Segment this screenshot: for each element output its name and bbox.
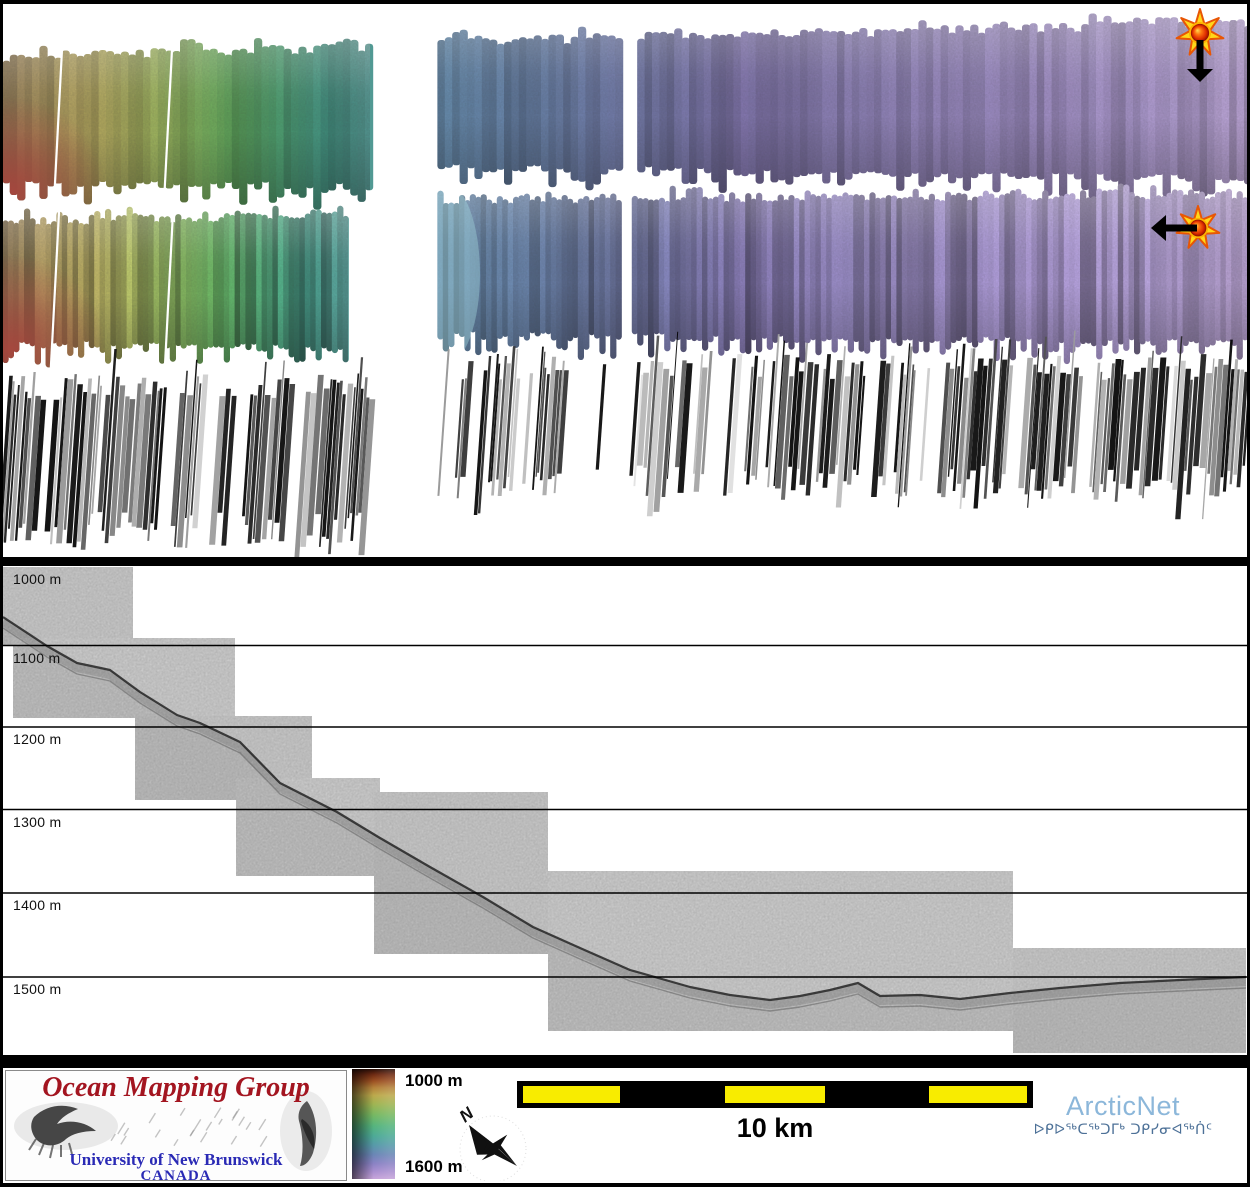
depth-gridlines: [3, 644, 1247, 978]
depth-label-1500: 1500 m: [13, 981, 62, 997]
colorbar-label-top: 1000 m: [405, 1071, 463, 1090]
compass-dotted-circle: [459, 1115, 527, 1181]
eagle-left-icon: [31, 1105, 96, 1146]
scale-bar-segment: [929, 1086, 1027, 1103]
backscatter-swath-left: [3, 349, 376, 557]
bathymetry-map-svg: [3, 8, 1247, 557]
arcticnet-name: ArcticNet: [1065, 1091, 1181, 1121]
arrow-left-icon: [1151, 215, 1197, 241]
depth-label-1000: 1000 m: [13, 571, 62, 587]
bathymetry-swath-left-middle: [3, 205, 349, 368]
footer-legend-bar: Ocean Mapping Group University of New Br…: [3, 1068, 1247, 1183]
depth-label-1100: 1100 m: [13, 650, 61, 666]
depth-colorbar: [352, 1069, 395, 1179]
scale-bar-label: 10 km: [736, 1113, 814, 1143]
omg-title: Ocean Mapping Group: [42, 1072, 310, 1103]
arcticnet-logo: ArcticNet ᐅᑭᐅᖅᑕᖅᑐᒥᒃ ᑐᑭᓯᓂᐊᖅᑏᑦ: [998, 1091, 1248, 1139]
colorbar-label-bottom: 1600 m: [405, 1157, 463, 1176]
bathymetry-swath-left-top: [3, 38, 374, 210]
depth-label-1400: 1400 m: [13, 897, 62, 913]
scale-bar-segment: [523, 1086, 620, 1103]
subbottom-profile-svg: [3, 567, 1247, 1053]
bathymetry-map-panel: [3, 4, 1247, 557]
sun-icon-top: [1175, 8, 1225, 56]
scale-bar: [517, 1081, 1033, 1108]
arrow-down-icon: [1187, 40, 1213, 82]
north-arrow: N: [456, 1103, 527, 1181]
subbottom-profile-panel: 1000 m 1100 m 1200 m 1300 m 1400 m 1500 …: [3, 566, 1247, 1055]
bathymetry-swath-right-middle: [437, 183, 1247, 365]
sun-icon-middle: [1175, 205, 1221, 249]
subbottom-profile-tiles: [3, 567, 1246, 1053]
omg-country: CANADA: [140, 1168, 212, 1181]
depth-label-1200: 1200 m: [13, 731, 62, 747]
bathymetry-swath-right-top: [437, 13, 1247, 200]
omg-logo: Ocean Mapping Group University of New Br…: [5, 1070, 347, 1181]
backscatter-swath-right: [437, 330, 1247, 520]
depth-label-1300: 1300 m: [13, 814, 62, 830]
scale-bar-segment: [725, 1086, 825, 1103]
omg-eagle-artwork: [14, 1091, 332, 1171]
arcticnet-inuktitut: ᐅᑭᐅᖅᑕᖅᑐᒥᒃ ᑐᑭᓯᓂᐊᖅᑏᑦ: [1033, 1122, 1213, 1139]
compass-star-icon2: [469, 1125, 517, 1166]
omg-university: University of New Brunswick: [69, 1150, 283, 1169]
north-label: N: [456, 1103, 478, 1126]
